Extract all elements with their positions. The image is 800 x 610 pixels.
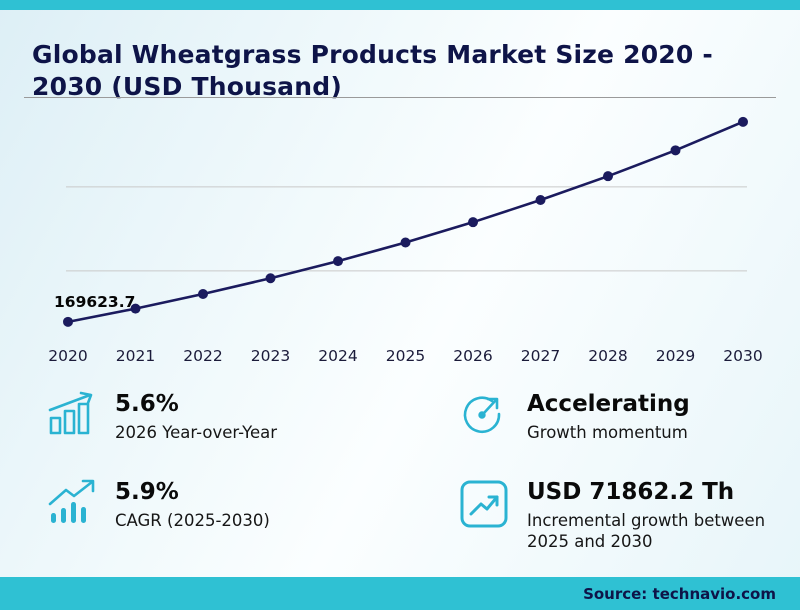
stat-value: 5.9% [115, 478, 179, 505]
stat-value: Accelerating [527, 391, 690, 417]
bar-chart-growth-icon [46, 390, 98, 438]
stat-label: 2026 Year-over-Year [115, 423, 278, 443]
x-axis-label: 2029 [656, 347, 695, 365]
x-axis-label: 2022 [183, 347, 222, 365]
stat-yoy: 5.6% 2026 Year-over-Year [46, 390, 458, 444]
data-point [265, 273, 276, 284]
stat-incremental: USD 71862.2 Th Incremental growth betwee… [458, 478, 772, 553]
x-axis-label: 2026 [453, 347, 492, 365]
stat-label: Growth momentum [527, 423, 688, 443]
stat-label: Incremental growth between 2025 and 2030 [527, 511, 766, 551]
stat-value: USD 71862.2 Th [527, 478, 735, 505]
point-value-label: 169623.7 [54, 293, 135, 311]
data-point [535, 195, 546, 206]
x-axis-label: 2030 [723, 347, 762, 365]
page-title: Global Wheatgrass Products Market Size 2… [32, 39, 713, 101]
x-axis-label: 2027 [521, 347, 560, 365]
data-point [198, 289, 208, 300]
stats-grid: 5.6% 2026 Year-over-Year Accelerating Gr… [46, 390, 772, 552]
top-accent-bar [0, 0, 800, 10]
market-line-chart: 2020 2021 2022 2023 2024 2025 2026 2027 2028 2029… [48, 116, 763, 365]
x-axis-label: 2028 [588, 347, 627, 365]
stat-label: CAGR (2025-2030) [115, 511, 270, 531]
stat-momentum: Accelerating Growth momentum [458, 390, 772, 444]
x-axis-label: 2023 [251, 347, 290, 365]
stat-cagr: 5.9% CAGR (2025-2030) [46, 478, 458, 553]
x-axis-label: 2020 [48, 347, 87, 365]
data-point [468, 217, 478, 228]
stat-value: 5.6% [115, 391, 179, 417]
data-point [670, 145, 681, 156]
data-point [333, 256, 343, 267]
data-point [130, 303, 141, 314]
title-divider [24, 97, 776, 98]
source-credit: Source: technavio.com [583, 584, 776, 603]
x-axis-label: 2025 [386, 347, 425, 365]
gauge-icon [458, 390, 510, 438]
data-point [738, 116, 748, 127]
series-line [67, 120, 744, 324]
data-point [603, 171, 613, 182]
x-axis-label: 2024 [318, 347, 357, 365]
boxed-trend-icon [458, 478, 510, 528]
data-point [400, 237, 411, 248]
x-axis-label: 2021 [116, 347, 155, 365]
bottom-accent-bar: Source: technavio.com [0, 577, 800, 610]
trend-up-bars-icon [46, 478, 98, 526]
data-point [63, 316, 73, 327]
